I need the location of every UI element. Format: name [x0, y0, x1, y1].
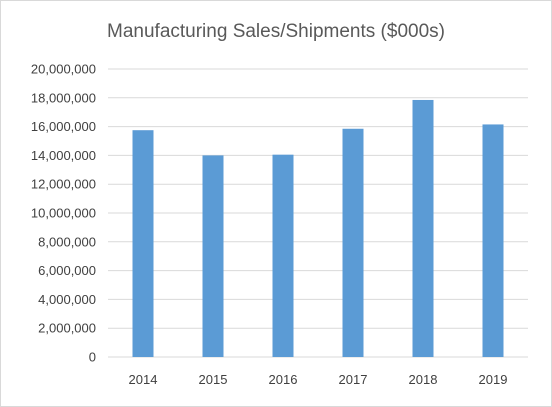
bar-2014 [132, 130, 154, 357]
x-axis-ticks: 2014 2015 2016 2017 2018 2019 [129, 372, 508, 387]
bar-2019 [482, 124, 504, 357]
bar-2016 [272, 154, 294, 357]
x-tick-label: 2015 [199, 372, 228, 387]
y-tick-label: 14,000,000 [31, 148, 96, 163]
chart-title: Manufacturing Sales/Shipments ($000s) [107, 21, 445, 42]
y-tick-label: 18,000,000 [31, 90, 96, 105]
x-tick-label: 2017 [339, 372, 368, 387]
y-tick-label: 0 [89, 350, 96, 365]
y-tick-label: 10,000,000 [31, 206, 96, 221]
x-tick-label: 2014 [129, 372, 158, 387]
x-tick-label: 2016 [269, 372, 298, 387]
bar-2017 [342, 128, 364, 357]
bar-2015 [202, 155, 224, 357]
bar-2018 [412, 99, 434, 358]
y-tick-label: 4,000,000 [38, 292, 96, 307]
y-axis-ticks: 0 2,000,000 4,000,000 6,000,000 8,000,000 10,… [31, 62, 96, 365]
bars [132, 99, 504, 358]
y-tick-label: 12,000,000 [31, 177, 96, 192]
y-tick-label: 2,000,000 [38, 321, 96, 336]
x-tick-label: 2019 [479, 372, 508, 387]
x-tick-label: 2018 [409, 372, 438, 387]
y-tick-label: 20,000,000 [31, 62, 96, 77]
y-tick-label: 6,000,000 [38, 263, 96, 278]
y-tick-label: 16,000,000 [31, 119, 96, 134]
y-tick-label: 8,000,000 [38, 234, 96, 249]
gridlines [108, 68, 528, 358]
